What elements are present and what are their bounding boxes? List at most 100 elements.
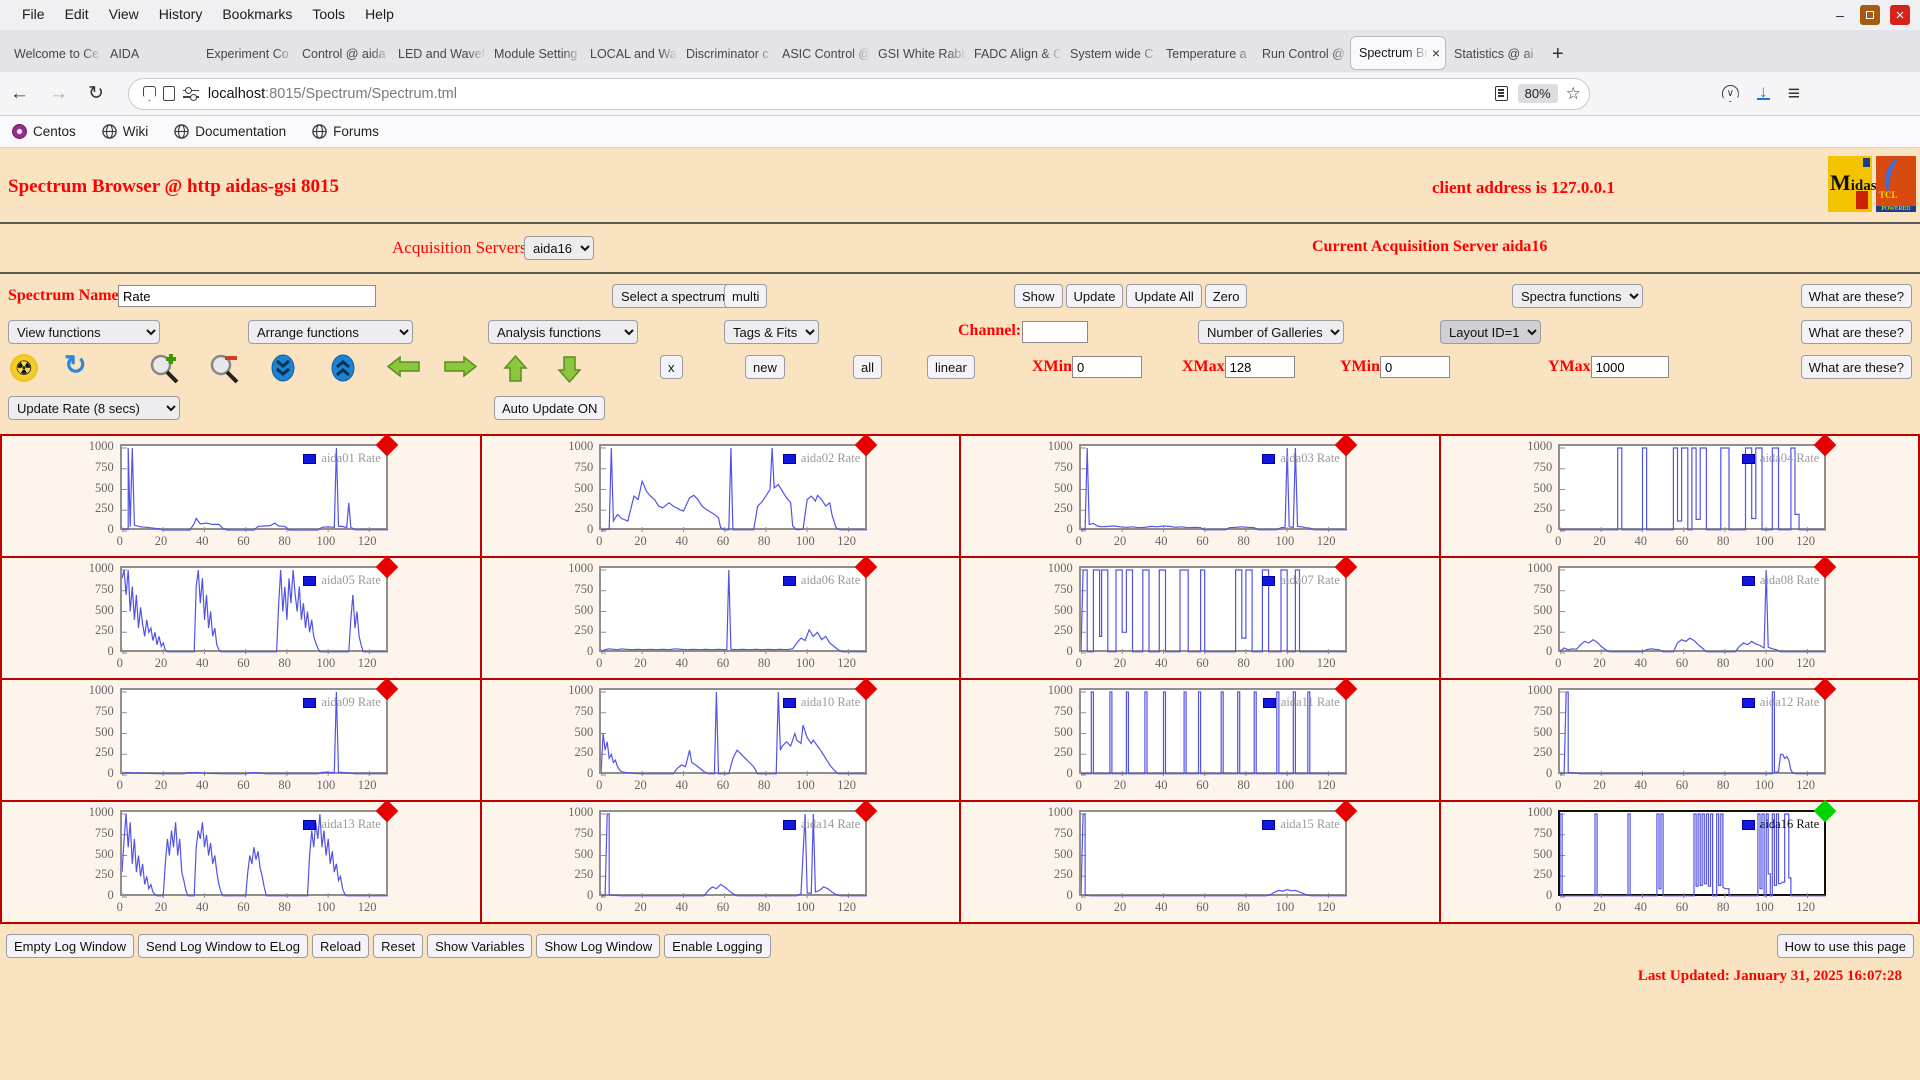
bookmark-wiki[interactable]: Wiki bbox=[102, 124, 148, 139]
auto-update-button[interactable]: Auto Update ON bbox=[494, 396, 606, 420]
empty-log-window-button[interactable]: Empty Log Window bbox=[6, 934, 134, 958]
ymin-input[interactable] bbox=[1380, 356, 1450, 378]
spectrum-cell-aida13[interactable]: 0 250 500 750 1000 0 20 40 60 80 100 120 aida13 Rate bbox=[2, 799, 480, 922]
x-button[interactable]: x bbox=[660, 355, 683, 379]
tab-gsi-white-rabb[interactable]: GSI White Rabb bbox=[870, 36, 966, 72]
tracking-shield-icon[interactable] bbox=[142, 86, 156, 101]
ymax-input[interactable] bbox=[1590, 356, 1669, 378]
tab-led-and-wavef[interactable]: LED and Wavef bbox=[390, 36, 486, 72]
down-arrow-icon[interactable] bbox=[556, 354, 584, 389]
tab-experiment-co[interactable]: Experiment Co bbox=[198, 36, 294, 72]
tags-fits-dropdown[interactable]: Tags & Fits bbox=[724, 320, 819, 344]
spectrum-cell-aida11[interactable]: 0 250 500 750 1000 0 20 40 60 80 100 120 aida11 Rate bbox=[961, 677, 1439, 800]
tab-run-control-[interactable]: Run Control @ bbox=[1254, 36, 1350, 72]
all-button[interactable]: all bbox=[853, 355, 883, 379]
previous-arrow-icon[interactable] bbox=[386, 354, 422, 385]
update-all-button[interactable]: Update All bbox=[1126, 284, 1202, 308]
spectrum-cell-aida14[interactable]: 0 250 500 750 1000 0 20 40 60 80 100 120 aida14 Rate bbox=[481, 799, 959, 922]
tab-temperature-a[interactable]: Temperature a bbox=[1158, 36, 1254, 72]
menu-help[interactable]: Help bbox=[365, 6, 394, 22]
refresh-icon[interactable]: ↻ bbox=[64, 350, 87, 380]
menu-view[interactable]: View bbox=[108, 6, 139, 22]
zoom-out-icon[interactable] bbox=[208, 354, 242, 389]
reader-mode-icon[interactable] bbox=[1494, 86, 1508, 101]
tab-spectrum-br[interactable]: Spectrum Br × bbox=[1350, 36, 1446, 70]
update-button[interactable]: Update bbox=[1065, 284, 1124, 308]
scroll-up-icon[interactable] bbox=[330, 354, 358, 387]
spectrum-cell-aida01[interactable]: 0 250 500 750 1000 0 20 40 60 80 100 120 aida01 Rate bbox=[2, 433, 480, 556]
tab-discriminator-c[interactable]: Discriminator c bbox=[678, 36, 774, 72]
url-text[interactable]: localhost:8015/Spectrum/Spectrum.tml bbox=[207, 85, 457, 102]
menu-bookmarks[interactable]: Bookmarks bbox=[222, 6, 293, 22]
arrange-functions-dropdown[interactable]: Arrange functions bbox=[248, 320, 413, 344]
spectra-functions-dropdown[interactable]: Spectra functions bbox=[1512, 284, 1643, 308]
spectrum-cell-aida16[interactable]: 0 250 500 750 1000 0 20 40 60 80 100 120 aida16 Rate bbox=[1440, 799, 1918, 922]
up-arrow-icon[interactable] bbox=[502, 354, 530, 389]
reload-button[interactable]: Reload bbox=[311, 934, 370, 958]
menu-file[interactable]: File bbox=[22, 6, 45, 22]
forward-button[interactable]: → bbox=[49, 82, 68, 104]
what-are-these-button-2[interactable]: What are these? bbox=[1800, 320, 1912, 344]
menu-history[interactable]: History bbox=[158, 6, 203, 22]
linear-button[interactable]: linear bbox=[927, 355, 975, 379]
tab-local-and-wa[interactable]: LOCAL and Wa bbox=[582, 36, 678, 72]
spectrum-cell-aida12[interactable]: 0 250 500 750 1000 0 20 40 60 80 100 120 aida12 Rate bbox=[1440, 677, 1918, 800]
spectrum-cell-aida15[interactable]: 0 250 500 750 1000 0 20 40 60 80 100 120 aida15 Rate bbox=[961, 799, 1439, 922]
acquisition-server-select[interactable]: aida16 bbox=[524, 236, 594, 260]
spectrum-cell-aida08[interactable]: 0 250 500 750 1000 0 20 40 60 80 100 120 aida08 Rate bbox=[1440, 555, 1918, 678]
tab-fadc-align-c[interactable]: FADC Align & C bbox=[966, 36, 1062, 72]
reload-button[interactable]: ↻ bbox=[88, 83, 104, 104]
bookmark-centos[interactable]: Centos bbox=[12, 124, 76, 139]
maximize-button[interactable] bbox=[1860, 5, 1880, 25]
show-variables-button[interactable]: Show Variables bbox=[427, 934, 533, 958]
spectrum-cell-aida03[interactable]: 0 250 500 750 1000 0 20 40 60 80 100 120 aida03 Rate bbox=[961, 433, 1439, 556]
what-are-these-button-1[interactable]: What are these? bbox=[1800, 284, 1912, 308]
next-arrow-icon[interactable] bbox=[442, 354, 478, 385]
back-button[interactable]: ← bbox=[10, 82, 29, 104]
radiation-icon[interactable]: ☢ bbox=[10, 354, 38, 382]
tab-system-wide-c[interactable]: System wide C bbox=[1062, 36, 1158, 72]
tab-asic-control-[interactable]: ASIC Control @ bbox=[774, 36, 870, 72]
tab-aida[interactable]: AIDA bbox=[102, 36, 198, 72]
bookmark-forums[interactable]: Forums bbox=[312, 124, 379, 139]
layout-id-dropdown[interactable]: Layout ID=1 bbox=[1440, 320, 1541, 344]
show-log-window-button[interactable]: Show Log Window bbox=[536, 934, 661, 958]
show-button[interactable]: Show bbox=[1014, 284, 1063, 308]
tab-statistics-ai[interactable]: Statistics @ ai bbox=[1446, 36, 1542, 72]
xmin-input[interactable] bbox=[1072, 356, 1142, 378]
spectrum-cell-aida02[interactable]: 0 250 500 750 1000 0 20 40 60 80 100 120 aida02 Rate bbox=[481, 433, 959, 556]
new-button[interactable]: new bbox=[745, 355, 785, 379]
menu-tools[interactable]: Tools bbox=[312, 6, 346, 22]
how-to-use-button[interactable]: How to use this page bbox=[1776, 934, 1914, 958]
what-are-these-button-3[interactable]: What are these? bbox=[1800, 355, 1912, 379]
pocket-icon[interactable]: ∨ bbox=[1721, 85, 1739, 102]
url-bar[interactable]: localhost:8015/Spectrum/Spectrum.tml 80%… bbox=[127, 77, 1590, 110]
scroll-down-icon[interactable] bbox=[270, 354, 298, 387]
zoom-level-badge[interactable]: 80% bbox=[1517, 84, 1558, 103]
minimize-button[interactable]: – bbox=[1836, 7, 1844, 23]
tab-close-icon[interactable]: × bbox=[1431, 45, 1440, 61]
download-icon[interactable]: ↓ bbox=[1756, 83, 1770, 100]
channel-input[interactable] bbox=[1022, 321, 1088, 343]
view-functions-dropdown[interactable]: View functions bbox=[8, 320, 160, 344]
xmax-input[interactable] bbox=[1224, 356, 1295, 378]
multi-button[interactable]: multi bbox=[724, 284, 768, 308]
bookmark-documentation[interactable]: Documentation bbox=[174, 124, 286, 139]
enable-logging-button[interactable]: Enable Logging bbox=[664, 934, 771, 958]
update-rate-dropdown[interactable]: Update Rate (8 secs) bbox=[8, 396, 180, 420]
tab-module-setting[interactable]: Module Setting bbox=[486, 36, 582, 72]
spectrum-cell-aida05[interactable]: 0 250 500 750 1000 0 20 40 60 80 100 120 aida05 Rate bbox=[2, 555, 480, 678]
spectrum-name-input[interactable] bbox=[118, 285, 376, 307]
menu-edit[interactable]: Edit bbox=[64, 6, 89, 22]
permissions-icon[interactable] bbox=[182, 87, 199, 100]
reset-button[interactable]: Reset bbox=[373, 934, 424, 958]
tab-welcome-to-ce[interactable]: Welcome to Ce bbox=[6, 36, 102, 72]
close-button[interactable]: × bbox=[1890, 5, 1910, 25]
page-info-icon[interactable] bbox=[162, 86, 175, 101]
tab-control-aida[interactable]: Control @ aida bbox=[294, 36, 390, 72]
spectrum-cell-aida04[interactable]: 0 250 500 750 1000 0 20 40 60 80 100 120 aida04 Rate bbox=[1440, 433, 1918, 556]
number-of-galleries-dropdown[interactable]: Number of Galleries bbox=[1198, 320, 1344, 344]
spectrum-cell-aida10[interactable]: 0 250 500 750 1000 0 20 40 60 80 100 120 aida10 Rate bbox=[481, 677, 959, 800]
spectrum-cell-aida07[interactable]: 0 250 500 750 1000 0 20 40 60 80 100 120 aida07 Rate bbox=[961, 555, 1439, 678]
app-menu-icon[interactable]: ≡ bbox=[1787, 81, 1800, 105]
